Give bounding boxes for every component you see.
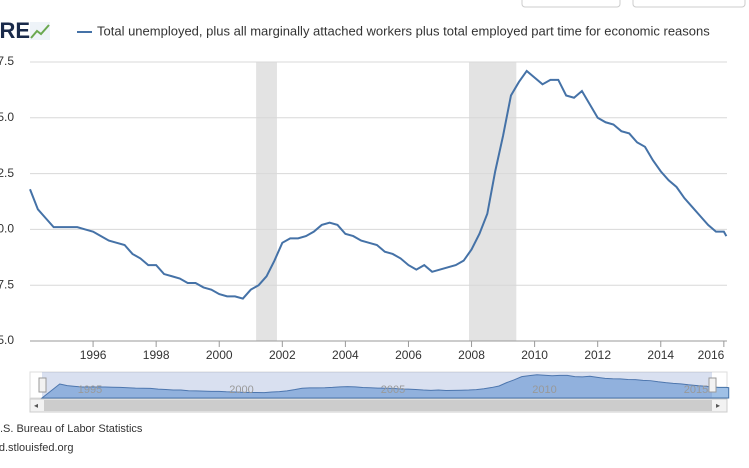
x-tick-label: 2016	[698, 348, 725, 362]
navigator-tick-label: 1995	[78, 384, 102, 396]
navigator-handle[interactable]	[38, 377, 47, 393]
x-tick-label: 1998	[143, 348, 170, 362]
navigator-tick-label: 2005	[381, 384, 405, 396]
x-tick-label: 1996	[80, 348, 107, 362]
scrollbar-thumb[interactable]	[44, 400, 712, 411]
scroll-right[interactable]: ▸	[716, 401, 720, 410]
x-tick-label: 2012	[584, 348, 611, 362]
navigator-tick-label: 2000	[229, 384, 253, 396]
site: fred.stlouisfed.org	[0, 442, 73, 454]
scroll-left[interactable]: ◂	[34, 401, 38, 410]
x-tick-label: 2010	[521, 348, 548, 362]
series-line	[29, 69, 728, 300]
y-tick-label: 0.0	[0, 222, 14, 236]
navigator-tick-label: 2015	[684, 384, 708, 396]
x-tick-label: 2006	[395, 348, 422, 362]
navigator-mask	[42, 372, 712, 398]
y-tick-label: 5.0	[0, 110, 14, 124]
x-tick-label: 2004	[332, 348, 359, 362]
logo-icon	[30, 22, 50, 40]
navigator-handle[interactable]	[708, 377, 717, 393]
x-tick-label: 2002	[269, 348, 296, 362]
recession-band	[256, 62, 277, 341]
x-tick-label: 2014	[647, 348, 674, 362]
source: U.S. Bureau of Labor Statistics	[0, 423, 143, 435]
navigator-tick-label: 2010	[532, 384, 556, 396]
x-tick-label: 2008	[458, 348, 485, 362]
button[interactable]	[521, 0, 621, 8]
y-tick-label: 7.5	[0, 54, 14, 68]
y-tick-label: 2.5	[0, 166, 14, 180]
legend-label: Total unemployed, plus all marginally at…	[97, 23, 710, 38]
x-tick-label: 2000	[206, 348, 233, 362]
y-tick-label: 5.0	[0, 333, 14, 347]
button[interactable]	[632, 0, 746, 8]
navigator-area	[40, 374, 730, 399]
y-tick-label: 7.5	[0, 277, 14, 291]
